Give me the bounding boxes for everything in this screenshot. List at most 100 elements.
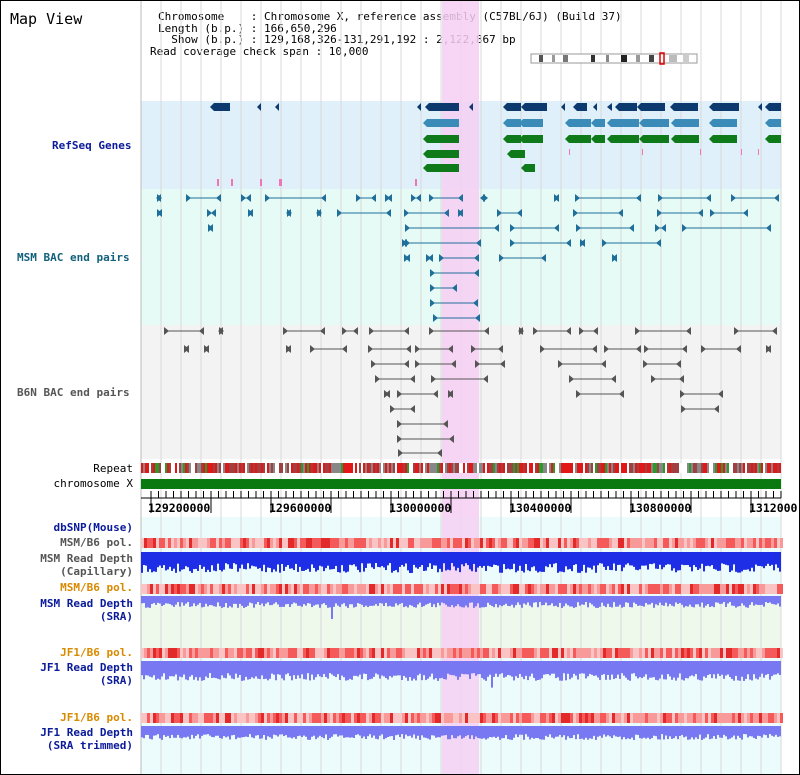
msm-read-depth-cap-bar — [675, 552, 677, 573]
jf1-read-depth-trim-bar — [431, 726, 433, 736]
track-label-b6n-bac[interactable]: B6N BAC end pairs — [17, 386, 130, 399]
repeat-segment — [433, 463, 435, 473]
jf1-read-depth-sra-bar — [693, 661, 695, 677]
msm-read-depth-cap-bar — [463, 552, 465, 567]
msm-read-depth-sra-bar — [377, 596, 379, 606]
jf1-b6-pol-strip — [195, 648, 198, 658]
msm-read-depth-cap-bar — [485, 552, 487, 571]
jf1-read-depth-sra-bar — [699, 661, 701, 681]
jf1-b6-pol2-strip — [555, 713, 558, 723]
jf1-read-depth-sra-bar — [519, 661, 521, 674]
msm-b6-pol-strip — [591, 538, 594, 548]
msm-b6-pol2-strip — [540, 584, 543, 594]
msm-read-depth-sra-bar — [767, 596, 769, 604]
track-label-jf1-b6-pol[interactable]: JF1/B6 pol. — [60, 646, 133, 659]
msm-b6-pol2-strip — [588, 584, 591, 594]
msm-read-depth-cap-bar — [171, 552, 173, 571]
msm-read-depth-sra-bar — [261, 596, 263, 604]
msm-b6-pol2-strip — [477, 584, 480, 594]
jf1-read-depth-trim-bar — [737, 726, 739, 736]
repeat-segment — [637, 463, 639, 473]
track-label-jf1-read-sra[interactable]: JF1 Read Depth (SRA) — [40, 661, 133, 687]
msm-b6-pol-strip — [174, 538, 177, 548]
jf1-read-depth-sra-bar — [305, 661, 307, 680]
track-label-repeat[interactable]: Repeat — [93, 462, 133, 475]
msm-read-depth-sra-bar — [687, 596, 689, 607]
jf1-read-depth-trim-bar — [757, 726, 759, 736]
jf1-read-depth-trim-bar — [437, 726, 439, 738]
jf1-read-depth-sra-bar — [361, 661, 363, 680]
refseq-gene-dark — [417, 103, 421, 111]
msm-b6-pol-strip — [762, 538, 765, 548]
msm-b6-pol2-strip — [213, 584, 216, 594]
jf1-b6-pol2-strip — [450, 713, 453, 723]
jf1-b6-pol-strip — [396, 648, 399, 658]
jf1-read-depth-sra-bar — [535, 661, 537, 681]
msm-b6-pol2-strip — [678, 584, 681, 594]
jf1-read-depth-sra-bar — [389, 661, 391, 677]
msm-b6-pol2-strip — [303, 584, 306, 594]
jf1-b6-pol-strip — [207, 648, 210, 658]
jf1-b6-pol-strip — [234, 648, 237, 658]
refseq-gene-green-arrow — [423, 164, 427, 172]
jf1-b6-pol-strip — [360, 648, 363, 658]
repeat-segment — [725, 463, 727, 473]
msm-read-depth-sra-bar — [403, 596, 405, 608]
msm-read-depth-cap-bar — [207, 552, 209, 570]
track-label-jf1-b6-pol-2[interactable]: JF1/B6 pol. — [60, 711, 133, 724]
jf1-read-depth-trim-bar — [605, 726, 607, 737]
jf1-read-depth-sra-bar — [295, 661, 297, 679]
repeat-segment — [641, 463, 643, 473]
msm-read-depth-sra-bar — [253, 596, 255, 608]
msm-b6-pol-strip — [402, 538, 405, 548]
jf1-read-depth-sra-bar — [711, 661, 713, 679]
msm-read-depth-cap-bar — [613, 552, 615, 564]
jf1-read-depth-trim-bar — [617, 726, 619, 737]
jf1-b6-pol-strip — [240, 648, 243, 658]
msm-b6-pol2-strip — [492, 584, 495, 594]
msm-read-depth-sra-bar — [669, 596, 671, 604]
jf1-read-depth-sra-bar — [423, 661, 425, 676]
msm-b6-pol2-strip — [750, 584, 753, 594]
msm-read-depth-cap-bar — [697, 552, 699, 571]
msm-read-depth-sra-bar — [577, 596, 579, 603]
msm-b6-pol2-strip — [273, 584, 276, 594]
track-label-msm-bac[interactable]: MSM BAC end pairs — [17, 251, 130, 264]
msm-read-depth-sra-bar — [257, 596, 259, 603]
repeat-segment — [467, 463, 469, 473]
msm-read-depth-cap-bar — [259, 552, 261, 569]
msm-b6-pol-strip — [219, 538, 222, 548]
jf1-read-depth-sra-bar — [309, 661, 311, 681]
track-label-msm-read-cap[interactable]: MSM Read Depth (Capillary) — [40, 552, 133, 578]
refseq-gene-mid — [427, 119, 459, 127]
track-label-jf1-read-trim[interactable]: JF1 Read Depth (SRA trimmed) — [40, 726, 133, 752]
track-label-chromosome[interactable]: chromosome X — [53, 477, 133, 490]
repeat-segment — [247, 463, 249, 473]
jf1-read-depth-sra-bar — [521, 661, 523, 677]
msm-b6-pol2-strip — [420, 584, 423, 594]
jf1-read-depth-trim-bar — [199, 726, 201, 739]
track-label-refseq[interactable]: RefSeq Genes — [52, 139, 132, 152]
msm-b6-pol-strip — [582, 538, 585, 548]
jf1-b6-pol2-strip — [708, 713, 711, 723]
msm-bac-pair-end — [241, 194, 246, 202]
track-label-msm-b6-pol[interactable]: MSM/B6 pol. — [60, 536, 133, 549]
msm-read-depth-sra-bar — [487, 596, 489, 603]
msm-b6-pol-strip — [345, 538, 348, 548]
msm-read-depth-sra-bar — [691, 596, 693, 607]
repeat-segment — [157, 463, 159, 473]
repeat-segment — [557, 463, 559, 473]
track-label-msm-read-sra[interactable]: MSM Read Depth (SRA) — [40, 597, 133, 623]
repeat-segment — [463, 463, 465, 473]
jf1-read-depth-trim-bar — [253, 726, 255, 739]
msm-b6-pol2-strip — [474, 584, 477, 594]
track-label-msm-b6-pol-2[interactable]: MSM/B6 pol. — [60, 581, 133, 594]
jf1-read-depth-sra-bar — [551, 661, 553, 674]
track-label-dbsnp[interactable]: dbSNP(Mouse) — [53, 521, 133, 534]
jf1-read-depth-trim-bar — [141, 726, 143, 738]
jf1-read-depth-trim-bar — [239, 726, 241, 738]
jf1-b6-pol-strip — [744, 648, 747, 658]
msm-b6-pol2-strip — [243, 584, 246, 594]
b6n-bac-pair-end — [701, 345, 706, 353]
